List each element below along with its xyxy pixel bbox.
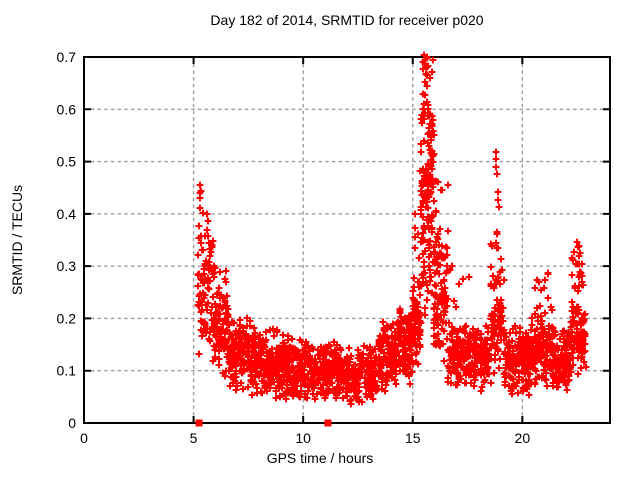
y-tick-label: 0.4 xyxy=(57,206,77,222)
y-tick-label: 0.1 xyxy=(57,363,77,379)
x-tick-label: 15 xyxy=(405,430,421,446)
x-tick-label: 5 xyxy=(190,430,198,446)
zero-square-marker xyxy=(195,419,203,427)
y-tick-label: 0.3 xyxy=(57,258,77,274)
y-tick-label: 0.2 xyxy=(57,310,77,326)
y-tick-label: 0.6 xyxy=(57,101,77,117)
tick-marks xyxy=(83,56,610,424)
zero-square-marker xyxy=(324,419,332,427)
x-tick-label: 10 xyxy=(295,430,311,446)
x-axis-label: GPS time / hours xyxy=(266,450,374,466)
x-tick-label: 0 xyxy=(80,430,88,446)
y-tick-label: 0 xyxy=(68,415,76,431)
plot-border xyxy=(83,56,611,424)
x-tick-label: 20 xyxy=(515,430,531,446)
chart-title: Day 182 of 2014, SRMTID for receiver p02… xyxy=(210,12,484,28)
data-series-points xyxy=(194,51,590,408)
y-tick-label: 0.7 xyxy=(57,49,77,65)
y-tick-label: 0.5 xyxy=(57,154,77,170)
